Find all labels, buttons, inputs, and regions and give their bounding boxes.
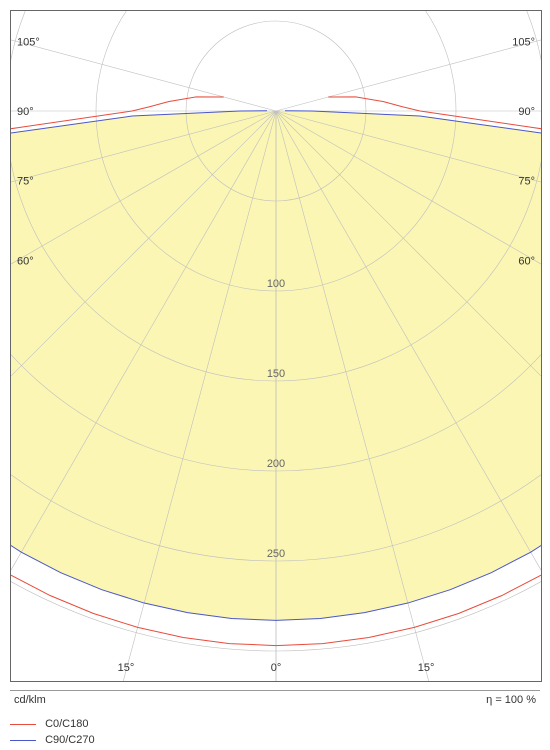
legend-swatch-c0 (10, 724, 36, 725)
svg-text:60°: 60° (17, 256, 34, 268)
polar-chart-container: 1001502002500°15°15°30°30°45°45°60°60°75… (0, 0, 550, 750)
svg-text:90°: 90° (518, 106, 535, 118)
svg-text:250: 250 (267, 548, 285, 560)
svg-text:15°: 15° (418, 662, 435, 674)
svg-text:60°: 60° (518, 256, 535, 268)
efficiency-label: η = 100 % (486, 694, 536, 706)
svg-text:200: 200 (267, 458, 285, 470)
legend-label-c0: C0/C180 (45, 718, 88, 730)
svg-text:105°: 105° (17, 37, 40, 49)
svg-text:75°: 75° (518, 175, 535, 187)
svg-text:105°: 105° (512, 37, 535, 49)
svg-text:150: 150 (267, 368, 285, 380)
svg-text:90°: 90° (17, 106, 34, 118)
svg-text:75°: 75° (17, 175, 34, 187)
unit-row: cd/klm η = 100 % (10, 692, 540, 710)
polar-svg: 1001502002500°15°15°30°30°45°45°60°60°75… (11, 11, 541, 681)
svg-text:100: 100 (267, 278, 285, 290)
svg-text:0°: 0° (271, 662, 282, 674)
legend-row-c90: C90/C270 (10, 734, 95, 746)
footer-divider (10, 690, 540, 691)
legend-label-c90: C90/C270 (45, 734, 95, 746)
legend-row-c0: C0/C180 (10, 718, 88, 730)
unit-label: cd/klm (14, 694, 46, 706)
chart-plot-area: 1001502002500°15°15°30°30°45°45°60°60°75… (10, 10, 542, 682)
legend-swatch-c90 (10, 740, 36, 741)
svg-text:15°: 15° (118, 662, 135, 674)
